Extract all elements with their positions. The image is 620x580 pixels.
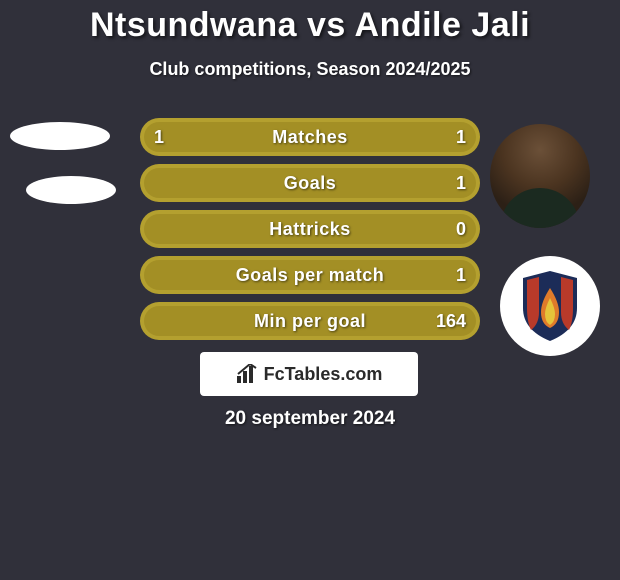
stat-right-value: 1 <box>456 265 466 286</box>
brand-text: FcTables.com <box>264 364 383 385</box>
player1-avatar <box>10 122 110 150</box>
player2-avatar <box>490 124 590 228</box>
brand-box: FcTables.com <box>200 352 418 396</box>
stat-label: Goals <box>144 173 476 194</box>
stat-row: 1Matches1 <box>140 118 480 156</box>
bars-icon <box>236 364 258 384</box>
stat-right-value: 0 <box>456 219 466 240</box>
stat-right-value: 1 <box>456 127 466 148</box>
stat-row: Min per goal164 <box>140 302 480 340</box>
stat-label: Matches <box>144 127 476 148</box>
player2-club-badge <box>500 256 600 356</box>
stat-label: Hattricks <box>144 219 476 240</box>
player1-club-badge <box>26 176 116 204</box>
subtitle: Club competitions, Season 2024/2025 <box>0 59 620 80</box>
date-text: 20 september 2024 <box>0 408 620 430</box>
comparison-rows: 1Matches1Goals1Hattricks0Goals per match… <box>140 118 480 348</box>
stat-right-value: 1 <box>456 173 466 194</box>
club-shield-icon <box>517 268 583 344</box>
stat-label: Min per goal <box>144 311 476 332</box>
stat-row: Goals per match1 <box>140 256 480 294</box>
stat-right-value: 164 <box>436 311 466 332</box>
stat-left-value: 1 <box>154 127 164 148</box>
page-title: Ntsundwana vs Andile Jali <box>0 0 620 45</box>
stat-row: Hattricks0 <box>140 210 480 248</box>
stat-label: Goals per match <box>144 265 476 286</box>
stat-row: Goals1 <box>140 164 480 202</box>
